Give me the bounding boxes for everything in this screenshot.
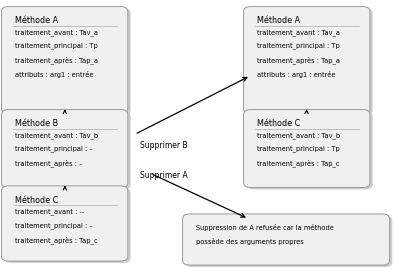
Text: Méthode C: Méthode C [15,196,58,204]
FancyBboxPatch shape [182,214,389,265]
Text: Méthode B: Méthode B [15,119,58,128]
FancyBboxPatch shape [244,6,370,114]
Text: possède des arguments propres: possède des arguments propres [196,238,304,245]
Text: traitement_après : Tap_c: traitement_après : Tap_c [15,236,97,244]
Text: traitement_après : Tap_a: traitement_après : Tap_a [257,57,340,64]
Text: traitement_avant : Tav_a: traitement_avant : Tav_a [15,29,98,36]
Text: Supprimer B: Supprimer B [141,141,188,150]
Text: traitement_avant : Tav_a: traitement_avant : Tav_a [257,29,340,36]
Text: traitement_après : –: traitement_après : – [15,160,83,167]
FancyBboxPatch shape [2,186,128,261]
Text: Suppression de A refusée car la méthode: Suppression de A refusée car la méthode [196,224,334,231]
Text: traitement_après : Tap_c: traitement_après : Tap_c [257,160,339,167]
Text: traitement_principal : Tp: traitement_principal : Tp [257,43,340,49]
Text: attributs : arg1 : entrée: attributs : arg1 : entrée [257,70,335,77]
Text: traitement_avant : --: traitement_avant : -- [15,208,84,215]
FancyBboxPatch shape [185,216,392,267]
FancyBboxPatch shape [2,6,128,114]
FancyBboxPatch shape [4,111,131,189]
FancyBboxPatch shape [246,8,372,116]
Text: traitement_principal : Tp: traitement_principal : Tp [15,43,98,49]
FancyBboxPatch shape [246,111,372,189]
Text: traitement_principal : –: traitement_principal : – [15,222,92,229]
FancyBboxPatch shape [4,188,131,263]
FancyBboxPatch shape [2,109,128,187]
Text: traitement_principal : –: traitement_principal : – [15,146,92,153]
Text: traitement_avant : Tav_b: traitement_avant : Tav_b [257,132,340,139]
Text: traitement_après : Tap_a: traitement_après : Tap_a [15,57,98,64]
FancyBboxPatch shape [4,8,131,116]
Text: Méthode A: Méthode A [15,16,58,25]
Text: Supprimer A: Supprimer A [141,171,188,180]
FancyBboxPatch shape [244,109,370,187]
Text: traitement_avant : Tav_b: traitement_avant : Tav_b [15,132,98,139]
Text: attributs : arg1 : entrée: attributs : arg1 : entrée [15,70,93,77]
Text: Méthode C: Méthode C [257,119,300,128]
Text: traitement_principal : Tp: traitement_principal : Tp [257,146,340,153]
Text: Méthode A: Méthode A [257,16,300,25]
